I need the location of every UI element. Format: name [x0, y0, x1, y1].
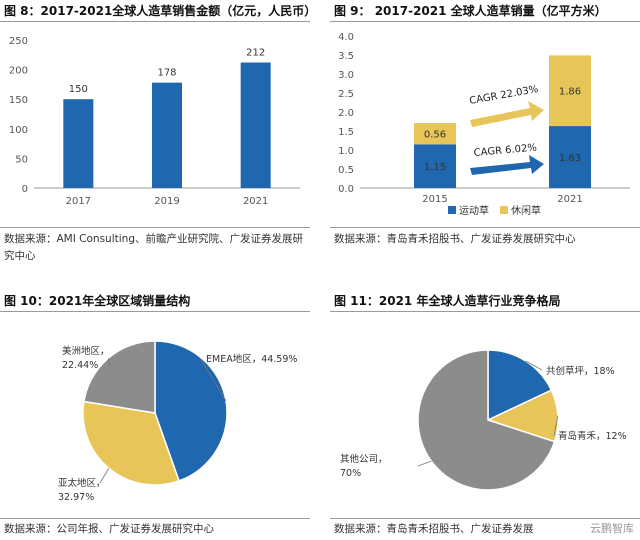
source-note: 数据来源：青岛青禾招股书、广发证券发展研究中心 [334, 233, 576, 245]
watermark: 云鹏智库 [590, 522, 634, 535]
bar-segment [549, 55, 591, 127]
y-tick-label: 1.0 [338, 146, 354, 157]
data-label: 212 [246, 47, 265, 58]
y-tick-label: 3.0 [338, 70, 354, 81]
chart-title: 图 9： 2017-2021 全球人造草销量（亿平方米） [330, 0, 640, 22]
slice-label: 32.97% [58, 492, 94, 503]
slice-label: 70% [340, 468, 361, 479]
pie-slice [82, 400, 180, 486]
slice-label: 共创草坪，18% [546, 365, 615, 377]
leader-line [525, 360, 543, 371]
bar-segment [414, 144, 456, 188]
data-label: 1.86 [559, 87, 581, 98]
slice-label: 22.44% [62, 360, 98, 371]
leader-line [99, 468, 110, 484]
y-tick-label: 3.5 [338, 51, 354, 62]
data-label: 0.56 [424, 130, 446, 141]
leader-line [199, 357, 227, 402]
y-tick-label: 200 [9, 66, 28, 77]
x-tick-label: 2019 [154, 196, 179, 207]
bar-segment [414, 123, 456, 145]
data-label: 178 [157, 68, 176, 79]
slice-label: 美洲地区， [62, 345, 110, 357]
y-tick-label: 0.5 [338, 165, 354, 176]
chart-title: 图 10：2021年全球区域销量结构 [0, 290, 310, 312]
bar-chart-sales-value: 0 50 100 150 200 250 150 2017 178 2019 212 2021 [9, 36, 300, 207]
bar [240, 62, 271, 188]
pie-chart-region-structure: EMEA地区，44.59% 亚太地区， 32.97% 美洲地区， 22.44% [58, 340, 297, 503]
bar [152, 82, 182, 188]
data-label: 150 [69, 84, 88, 95]
y-tick-label: 0.0 [338, 184, 354, 195]
y-tick-label: 100 [9, 125, 28, 136]
y-tick-label: 2.5 [338, 89, 354, 100]
source-note: 数据来源：青岛青禾招股书、广发证券发展研究中心 [334, 523, 534, 535]
cagr-arrow-blue [470, 155, 544, 175]
y-tick-label: 0 [22, 184, 28, 195]
leader-line [107, 358, 111, 367]
leader-line [553, 415, 559, 437]
slice-label: 其他公司， [340, 453, 388, 465]
stacked-bar-chart-sales-volume: 0.0 0.5 1.0 1.5 2.0 2.5 3.0 3.5 4.0 1.15 0.56 2015 1… [338, 32, 630, 217]
pie-chart-competition: 共创草坪，18% 青岛青禾，12% 其他公司， 70% [340, 349, 627, 491]
y-tick-label: 2.0 [338, 108, 354, 119]
legend-label: 运动草 [459, 205, 489, 217]
bar-segment [549, 126, 591, 188]
cagr-label: CAGR 22.03% [469, 84, 540, 107]
leader-line [417, 460, 432, 467]
x-tick-label: 2017 [66, 196, 91, 207]
x-tick-label: 2021 [557, 194, 582, 205]
cagr-arrow-yellow [470, 101, 544, 127]
data-label: 1.63 [559, 153, 581, 164]
x-tick-label: 2015 [422, 194, 447, 205]
bar [63, 99, 94, 188]
legend-swatch [448, 206, 456, 214]
chart-title: 图 11：2021 年全球人造草行业竞争格局 [330, 290, 640, 312]
y-tick-label: 1.5 [338, 127, 354, 138]
chart-panel-region-structure: 图 10：2021年全球区域销量结构 EMEA地区，44.59% 亚太地区， 32.… [0, 290, 310, 540]
source-note: 数据来源：公司年报、广发证券发展研究中心 [4, 523, 214, 535]
x-tick-label: 2021 [243, 196, 268, 207]
slice-label: 青岛青禾，12% [558, 430, 627, 442]
y-tick-label: 50 [15, 154, 28, 165]
y-tick-label: 150 [9, 95, 28, 106]
chart-panel-sales-value: 图 8：2017-2021全球人造草销售金额（亿元，人民币） 0 50 100 150… [0, 0, 316, 270]
legend-swatch [500, 206, 508, 214]
pie-slice [417, 349, 556, 491]
legend-label: 休闲草 [511, 204, 541, 217]
chart-panel-sales-volume: 图 9： 2017-2021 全球人造草销量（亿平方米） 0.0 0.5 1.0 1.… [330, 0, 640, 270]
data-label: 1.15 [424, 162, 446, 173]
source-note: 数据来源：AMI Consulting、前瞻产业研究院、广发证券发展研究中心 [4, 233, 303, 262]
chart-panel-competition: 图 11：2021 年全球人造草行业竞争格局 共创草坪，18% 青岛青禾，12% 其… [330, 290, 640, 540]
chart-title: 图 8：2017-2021全球人造草销售金额（亿元，人民币） [0, 0, 316, 22]
y-tick-label: 250 [9, 36, 28, 47]
slice-label: EMEA地区，44.59% [206, 353, 297, 365]
slice-label: 亚太地区， [58, 477, 106, 489]
cagr-label: CAGR 6.02% [473, 143, 537, 159]
y-tick-label: 4.0 [338, 32, 354, 43]
